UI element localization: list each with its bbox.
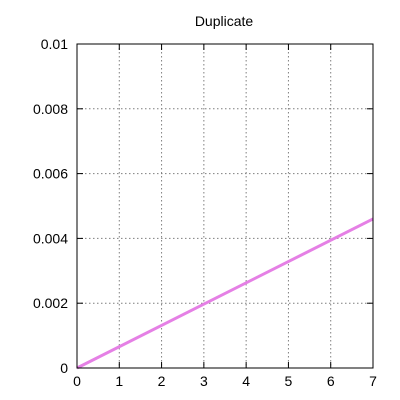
x-tick-label: 2 [158, 373, 166, 389]
x-tick-label: 4 [242, 373, 250, 389]
plot-frame [76, 43, 374, 369]
y-tick-label: 0 [60, 360, 68, 376]
series-line [76, 217, 374, 370]
chart-title: Duplicate [195, 13, 254, 29]
y-tick-label: 0.008 [33, 101, 68, 117]
y-tick-label: 0.002 [33, 295, 68, 311]
grid [77, 44, 373, 368]
x-tick-label: 5 [285, 373, 293, 389]
y-axis-tick-labels: 0 0.002 0.004 0.006 0.008 0.01 [33, 36, 68, 376]
x-tick-label: 0 [73, 373, 81, 389]
tick-marks [76, 43, 374, 369]
x-axis-tick-labels: 0 1 2 3 4 5 6 7 [73, 373, 377, 389]
x-tick-label: 1 [115, 373, 123, 389]
y-tick-label: 0.004 [33, 230, 68, 246]
series-layer [76, 217, 374, 370]
x-tick-label: 7 [369, 373, 377, 389]
y-tick-label: 0.01 [41, 36, 68, 52]
x-tick-label: 3 [200, 373, 208, 389]
y-tick-label: 0.006 [33, 166, 68, 182]
x-tick-label: 6 [327, 373, 335, 389]
